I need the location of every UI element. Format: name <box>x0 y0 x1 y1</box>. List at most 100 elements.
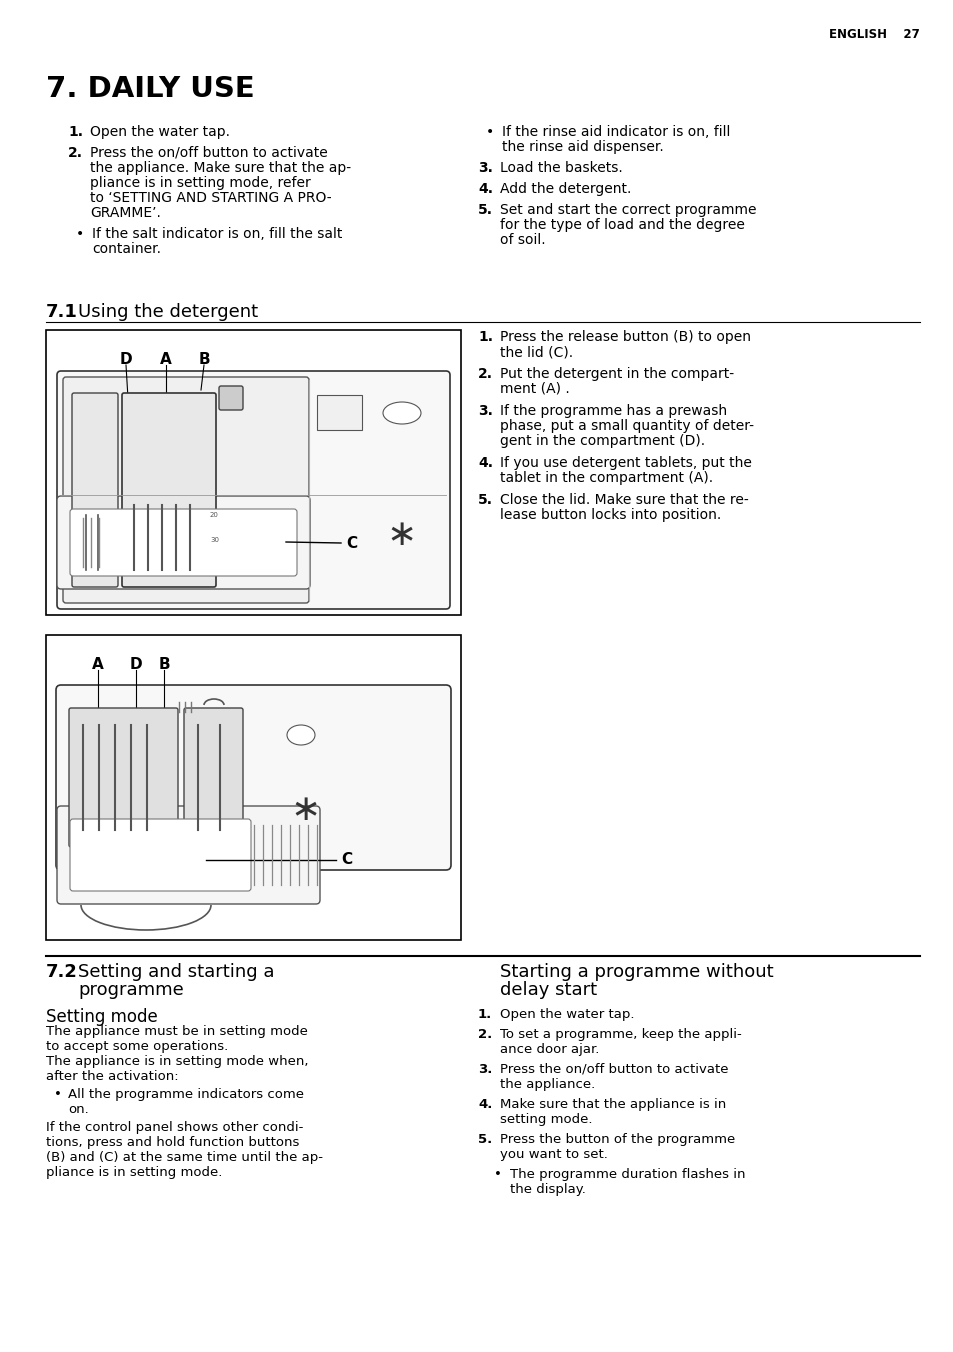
Text: after the activation:: after the activation: <box>46 1069 178 1083</box>
Text: Press the release button (B) to open: Press the release button (B) to open <box>499 330 750 343</box>
Text: Add the detergent.: Add the detergent. <box>499 183 631 196</box>
FancyBboxPatch shape <box>69 708 178 846</box>
Text: the appliance.: the appliance. <box>499 1078 595 1091</box>
Text: Using the detergent: Using the detergent <box>78 303 258 320</box>
Text: to ‘SETTING AND STARTING A PRO-: to ‘SETTING AND STARTING A PRO- <box>90 191 332 206</box>
Text: Press the on/off button to activate: Press the on/off button to activate <box>90 146 328 160</box>
Text: Starting a programme without: Starting a programme without <box>499 963 773 982</box>
Text: ENGLISH    27: ENGLISH 27 <box>828 28 919 41</box>
Text: 30: 30 <box>210 537 219 544</box>
Text: lease button locks into position.: lease button locks into position. <box>499 508 720 522</box>
Ellipse shape <box>287 725 314 745</box>
Text: 3.: 3. <box>477 1063 492 1076</box>
Text: Close the lid. Make sure that the re-: Close the lid. Make sure that the re- <box>499 493 748 507</box>
Text: 1.: 1. <box>477 1009 492 1021</box>
Text: setting mode.: setting mode. <box>499 1113 592 1126</box>
Text: •: • <box>485 124 494 139</box>
Text: to accept some operations.: to accept some operations. <box>46 1040 228 1053</box>
Text: 7.1: 7.1 <box>46 303 78 320</box>
Text: The appliance is in setting mode when,: The appliance is in setting mode when, <box>46 1055 308 1068</box>
Text: A: A <box>92 657 104 672</box>
FancyBboxPatch shape <box>71 393 118 587</box>
Text: B: B <box>198 352 210 366</box>
Text: the lid (C).: the lid (C). <box>499 345 573 360</box>
Bar <box>46 330 460 615</box>
Text: 7. DAILY USE: 7. DAILY USE <box>46 74 254 103</box>
Text: Setting mode: Setting mode <box>46 1009 157 1026</box>
Text: The programme duration flashes in: The programme duration flashes in <box>510 1168 744 1182</box>
Text: delay start: delay start <box>499 982 597 999</box>
FancyBboxPatch shape <box>63 377 309 603</box>
Text: for the type of load and the degree: for the type of load and the degree <box>499 218 744 233</box>
Text: C: C <box>346 535 356 550</box>
Text: Open the water tap.: Open the water tap. <box>499 1009 634 1021</box>
Text: Put the detergent in the compart-: Put the detergent in the compart- <box>499 366 734 381</box>
Text: (B) and (C) at the same time until the ap-: (B) and (C) at the same time until the a… <box>46 1151 323 1164</box>
Text: Open the water tap.: Open the water tap. <box>90 124 230 139</box>
Text: 5.: 5. <box>477 493 493 507</box>
Text: If the programme has a prewash: If the programme has a prewash <box>499 404 726 418</box>
Text: Set and start the correct programme: Set and start the correct programme <box>499 203 756 218</box>
FancyBboxPatch shape <box>219 387 243 410</box>
Text: To set a programme, keep the appli-: To set a programme, keep the appli- <box>499 1028 741 1041</box>
Text: 3.: 3. <box>477 404 493 418</box>
Text: of soil.: of soil. <box>499 233 545 247</box>
Text: gent in the compartment (D).: gent in the compartment (D). <box>499 434 704 448</box>
Text: D: D <box>130 657 142 672</box>
Text: D: D <box>119 352 132 366</box>
Text: ance door ajar.: ance door ajar. <box>499 1042 598 1056</box>
Text: pliance is in setting mode.: pliance is in setting mode. <box>46 1165 222 1179</box>
Text: you want to set.: you want to set. <box>499 1148 607 1161</box>
FancyBboxPatch shape <box>70 819 251 891</box>
Text: •: • <box>76 227 84 241</box>
Text: •: • <box>54 1088 62 1101</box>
Text: If the control panel shows other condi-: If the control panel shows other condi- <box>46 1121 303 1134</box>
Text: Setting and starting a: Setting and starting a <box>78 963 274 982</box>
Text: tions, press and hold function buttons: tions, press and hold function buttons <box>46 1136 299 1149</box>
Text: ment (A) .: ment (A) . <box>499 383 569 396</box>
FancyBboxPatch shape <box>122 393 215 587</box>
Text: pliance is in setting mode, refer: pliance is in setting mode, refer <box>90 176 311 191</box>
Text: Make sure that the appliance is in: Make sure that the appliance is in <box>499 1098 725 1111</box>
Text: 1.: 1. <box>477 330 493 343</box>
Text: ∗: ∗ <box>291 794 321 827</box>
Bar <box>46 635 460 940</box>
Text: 2.: 2. <box>477 366 493 381</box>
Text: A: A <box>160 352 172 366</box>
Text: B: B <box>158 657 170 672</box>
Text: 4.: 4. <box>477 1098 492 1111</box>
Bar <box>316 395 361 430</box>
Text: 1.: 1. <box>68 124 83 139</box>
Text: All the programme indicators come: All the programme indicators come <box>68 1088 304 1101</box>
Text: If you use detergent tablets, put the: If you use detergent tablets, put the <box>499 456 751 470</box>
Text: programme: programme <box>78 982 184 999</box>
Text: If the salt indicator is on, fill the salt: If the salt indicator is on, fill the sa… <box>91 227 342 241</box>
Text: 3.: 3. <box>477 161 493 174</box>
Text: GRAMME’.: GRAMME’. <box>90 206 161 220</box>
FancyBboxPatch shape <box>184 708 243 846</box>
FancyBboxPatch shape <box>57 370 450 608</box>
Text: 5.: 5. <box>477 1133 492 1146</box>
Text: •: • <box>494 1168 501 1182</box>
Text: 2.: 2. <box>68 146 83 160</box>
Text: 5.: 5. <box>477 203 493 218</box>
Text: the rinse aid dispenser.: the rinse aid dispenser. <box>501 141 663 154</box>
FancyBboxPatch shape <box>56 685 451 869</box>
Text: 7.2: 7.2 <box>46 963 78 982</box>
Text: Load the baskets.: Load the baskets. <box>499 161 622 174</box>
Text: Press the button of the programme: Press the button of the programme <box>499 1133 735 1146</box>
Text: 4.: 4. <box>477 183 493 196</box>
Ellipse shape <box>382 402 420 425</box>
Text: Press the on/off button to activate: Press the on/off button to activate <box>499 1063 728 1076</box>
FancyBboxPatch shape <box>57 806 319 904</box>
Text: The appliance must be in setting mode: The appliance must be in setting mode <box>46 1025 308 1038</box>
Text: tablet in the compartment (A).: tablet in the compartment (A). <box>499 470 713 485</box>
Text: 20: 20 <box>210 512 218 518</box>
Text: the display.: the display. <box>510 1183 585 1197</box>
Text: 4.: 4. <box>477 456 493 470</box>
Text: C: C <box>340 853 352 868</box>
Text: 2.: 2. <box>477 1028 492 1041</box>
FancyBboxPatch shape <box>57 496 310 589</box>
Text: phase, put a small quantity of deter-: phase, put a small quantity of deter- <box>499 419 753 433</box>
Text: ∗: ∗ <box>387 518 416 552</box>
